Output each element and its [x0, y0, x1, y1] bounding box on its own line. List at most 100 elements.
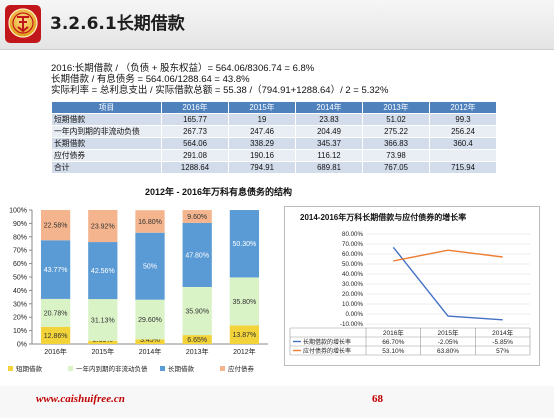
x-tick-label: 2015年 [438, 328, 459, 337]
bar-segment [182, 222, 212, 287]
table-cell: 73.98 [362, 149, 430, 162]
data-label: 31.13% [91, 317, 115, 324]
y-tick-label: 80% [13, 234, 27, 241]
bar-segment [135, 299, 165, 340]
table-row: 长期借款 564.06 338.29 345.37 366.83 360.4 [51, 137, 497, 150]
line-chart-frame [284, 206, 540, 366]
data-label: 53.10% [382, 348, 404, 355]
table-cell: 一年内到期的非流动负债 [51, 125, 162, 138]
table-header: 2013年 [362, 101, 430, 114]
data-label: 9.60% [187, 214, 207, 221]
table-cell: 19 [228, 113, 296, 126]
data-label: 16.80% [138, 219, 162, 226]
table-row: 一年内到期的非流动负债 267.73 247.46 204.49 275.22 … [51, 125, 497, 138]
bar-segment [40, 210, 71, 241]
table-cell: 794.91 [228, 161, 296, 174]
y-tick-label: 0.00% [345, 311, 363, 318]
table-cell: 165.77 [161, 113, 229, 126]
data-label: 13.87% [233, 332, 257, 339]
bar-segment [88, 340, 118, 344]
bar-segment [135, 232, 165, 300]
line-chart: -10.00% 0.00% 10.00% 20.00% 30.00% 40.00% 50.0… [289, 231, 531, 356]
data-label: 23.92% [91, 224, 115, 231]
data-label: 20.78% [44, 310, 68, 317]
data-label: 66.70% [382, 339, 404, 346]
bar-segment [229, 325, 260, 344]
chart-title: 2014-2016年万科长期借款与应付债券的增长率 [300, 213, 467, 222]
table-cell: 116.12 [295, 149, 363, 162]
legend-swatch [220, 366, 225, 371]
table-cell: 长期借款 [51, 137, 162, 150]
data-label: 3.45% [140, 337, 160, 344]
table-cell: 190.16 [228, 149, 296, 162]
table-cell: 291.08 [161, 149, 229, 162]
y-tick-label: 10.00% [342, 301, 363, 308]
table-cell: 256.24 [429, 125, 497, 138]
data-label: -5.85% [492, 339, 513, 346]
bar-segment [229, 277, 260, 326]
table-cell: 689.81 [295, 161, 363, 174]
table-cell: 247.46 [228, 125, 296, 138]
bar-segment [40, 326, 71, 344]
bar-segment [40, 240, 71, 299]
bar-segment [182, 335, 212, 344]
stacked-bar-chart: 0% 10% 20% 30% 40% 50% 60% 70% 80% 90% 100% 12.86% 2… [8, 202, 268, 373]
table-cell: 204.49 [295, 125, 363, 138]
y-tick-label: 10% [13, 328, 27, 335]
table-cell: 275.22 [362, 125, 430, 138]
data-label: 35.90% [185, 309, 209, 316]
y-tick-label: 30% [13, 301, 27, 308]
bar-segment [88, 210, 118, 243]
data-label: 12.86% [44, 333, 68, 340]
y-tick-label: 50.00% [342, 261, 363, 268]
table-cell: 51.02 [362, 113, 430, 126]
data-label: 50.30% [233, 241, 257, 248]
table-cell: 267.73 [161, 125, 229, 138]
table-cell: 767.05 [362, 161, 430, 174]
x-tick-label: 2013年 [186, 347, 209, 356]
data-label: 29.60% [138, 317, 162, 324]
page-number: 68 [372, 393, 383, 405]
legend-swatch [8, 366, 13, 371]
formula-line: 2016:长期借款 / （负债 + 股东权益）= 564.06/8306.74 … [51, 63, 315, 74]
legend-label: 长期借款 [168, 364, 195, 373]
x-tick-label: 2012年 [233, 347, 256, 356]
formula-line: 实际利率 = 总利息支出 / 实际借款总额 = 55.38 /（794.91+1… [51, 85, 389, 96]
table-cell: 564.06 [161, 137, 229, 150]
x-tick-label: 2015年 [92, 347, 115, 356]
chart-title: 2012年 - 2016年万科有息债务的结构 [145, 187, 293, 197]
x-tick-label: 2014年 [492, 328, 513, 337]
y-tick-label: 40.00% [342, 271, 363, 278]
data-label: 47.80% [185, 252, 209, 259]
header-bar [0, 0, 554, 50]
legend-label: 一年内到期的非流动负债 [76, 364, 148, 373]
table-row: 短期借款 165.77 19 23.83 51.02 99.3 [51, 113, 497, 126]
data-label: 6.65% [187, 337, 207, 344]
y-tick-label: 60% [13, 261, 27, 268]
bar-segment [135, 210, 165, 233]
table-cell: 应付债券 [51, 149, 162, 162]
y-tick-label: 70% [13, 248, 27, 255]
table-cell: 715.94 [429, 161, 497, 174]
table-cell: 23.83 [295, 113, 363, 126]
data-label: 22.58% [44, 223, 68, 230]
data-label: 42.56% [91, 268, 115, 275]
y-tick-label: 100% [9, 208, 27, 215]
x-tick-label: 2016年 [44, 347, 67, 356]
page-title: 3.2.6.1长期借款 [50, 14, 185, 34]
table-cell [429, 149, 497, 162]
bar-segment [88, 299, 118, 341]
data-label: 57% [496, 348, 509, 355]
table-cell: 合计 [51, 161, 162, 174]
formula-line: 长期借款 / 有息债务 = 564.06/1288.64 = 43.8% [51, 74, 250, 85]
y-tick-label: 80.00% [342, 231, 363, 238]
data-label: 35.80% [233, 299, 257, 306]
y-tick-label: 30.00% [342, 281, 363, 288]
y-tick-label: 50% [13, 275, 27, 282]
table-header: 项目 [51, 101, 162, 114]
data-label: 63.80% [437, 348, 459, 355]
table-row: 应付债券 291.08 190.16 116.12 73.98 [51, 149, 497, 162]
table-cell: 366.83 [362, 137, 430, 150]
table-header: 2016年 [161, 101, 229, 114]
